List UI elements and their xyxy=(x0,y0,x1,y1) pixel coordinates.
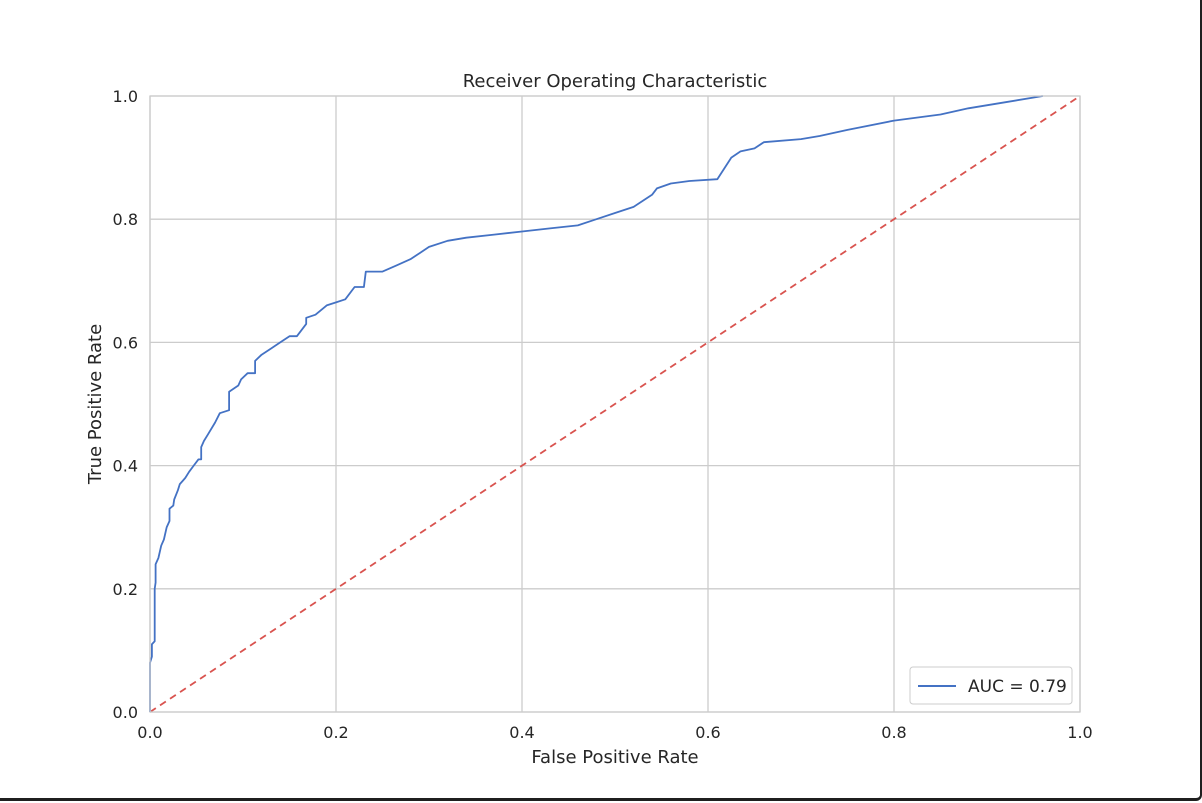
y-tick-label: 0.4 xyxy=(113,457,138,476)
chance-diagonal-line xyxy=(149,95,1081,713)
legend: AUC = 0.79 xyxy=(909,666,1073,705)
y-tick-label: 0.6 xyxy=(113,333,138,352)
y-tick-labels: 0.0 0.2 0.4 0.6 0.8 1.0 xyxy=(113,87,138,722)
plot-frame xyxy=(149,95,1081,713)
y-tick-label: 1.0 xyxy=(113,87,138,106)
roc-curve-line xyxy=(149,95,1043,712)
y-tick-label: 0.0 xyxy=(113,703,138,722)
y-tick-label: 0.2 xyxy=(113,580,138,599)
y-tick-label: 0.8 xyxy=(113,210,138,229)
legend-label: AUC = 0.79 xyxy=(968,677,1067,697)
x-tick-label: 0.2 xyxy=(323,723,348,742)
y-axis-label: True Positive Rate xyxy=(85,324,106,485)
legend-box xyxy=(909,666,1073,705)
x-tick-labels: 0.0 0.2 0.4 0.6 0.8 1.0 xyxy=(137,723,1092,742)
x-axis-label: False Positive Rate xyxy=(531,747,698,768)
x-tick-label: 1.0 xyxy=(1067,723,1092,742)
x-tick-label: 0.6 xyxy=(695,723,720,742)
x-tick-label: 0.8 xyxy=(881,723,906,742)
x-tick-label: 0.4 xyxy=(509,723,534,742)
chart-title: Receiver Operating Characteristic xyxy=(463,71,768,92)
x-tick-label: 0.0 xyxy=(137,723,162,742)
plot-area xyxy=(149,95,1081,713)
